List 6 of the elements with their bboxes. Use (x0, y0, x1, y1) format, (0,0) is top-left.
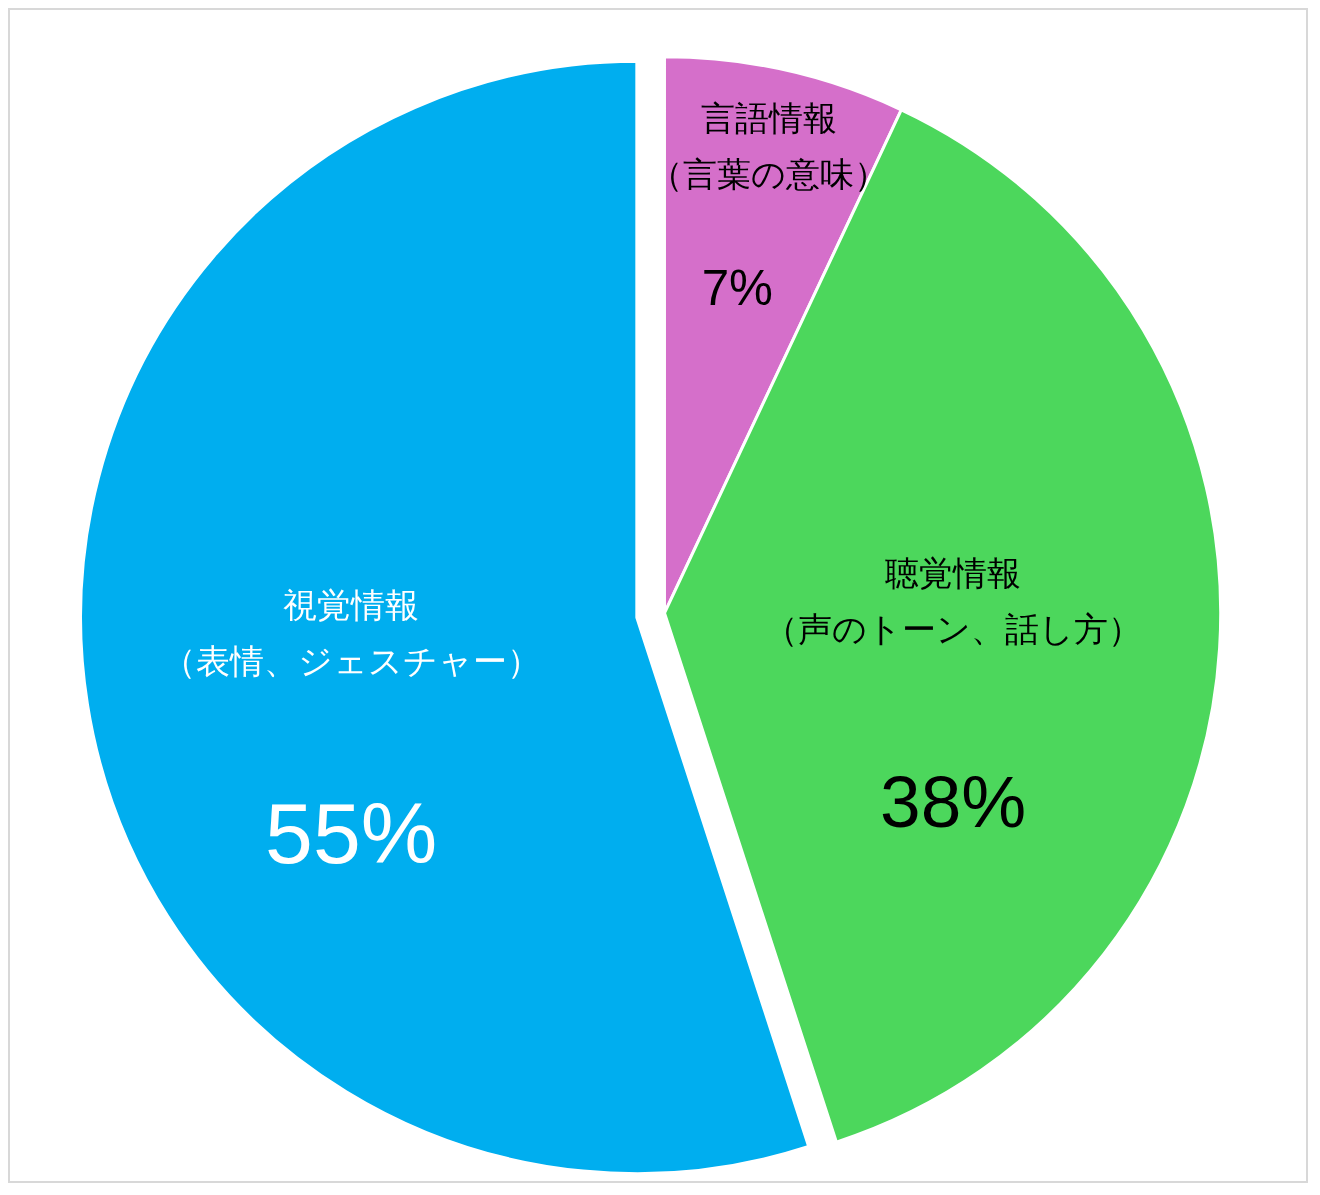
slice-label: 視覚情報（表情、ジェスチャー） (161, 584, 541, 681)
data-label: 38% (880, 760, 1027, 842)
data-label: 7% (701, 259, 773, 315)
slice-label: 言語情報（言葉の意味） (649, 98, 889, 195)
slice-label: 聴覚情報（声のトーン、話し方） (764, 553, 1143, 650)
data-label: 55% (265, 784, 438, 881)
